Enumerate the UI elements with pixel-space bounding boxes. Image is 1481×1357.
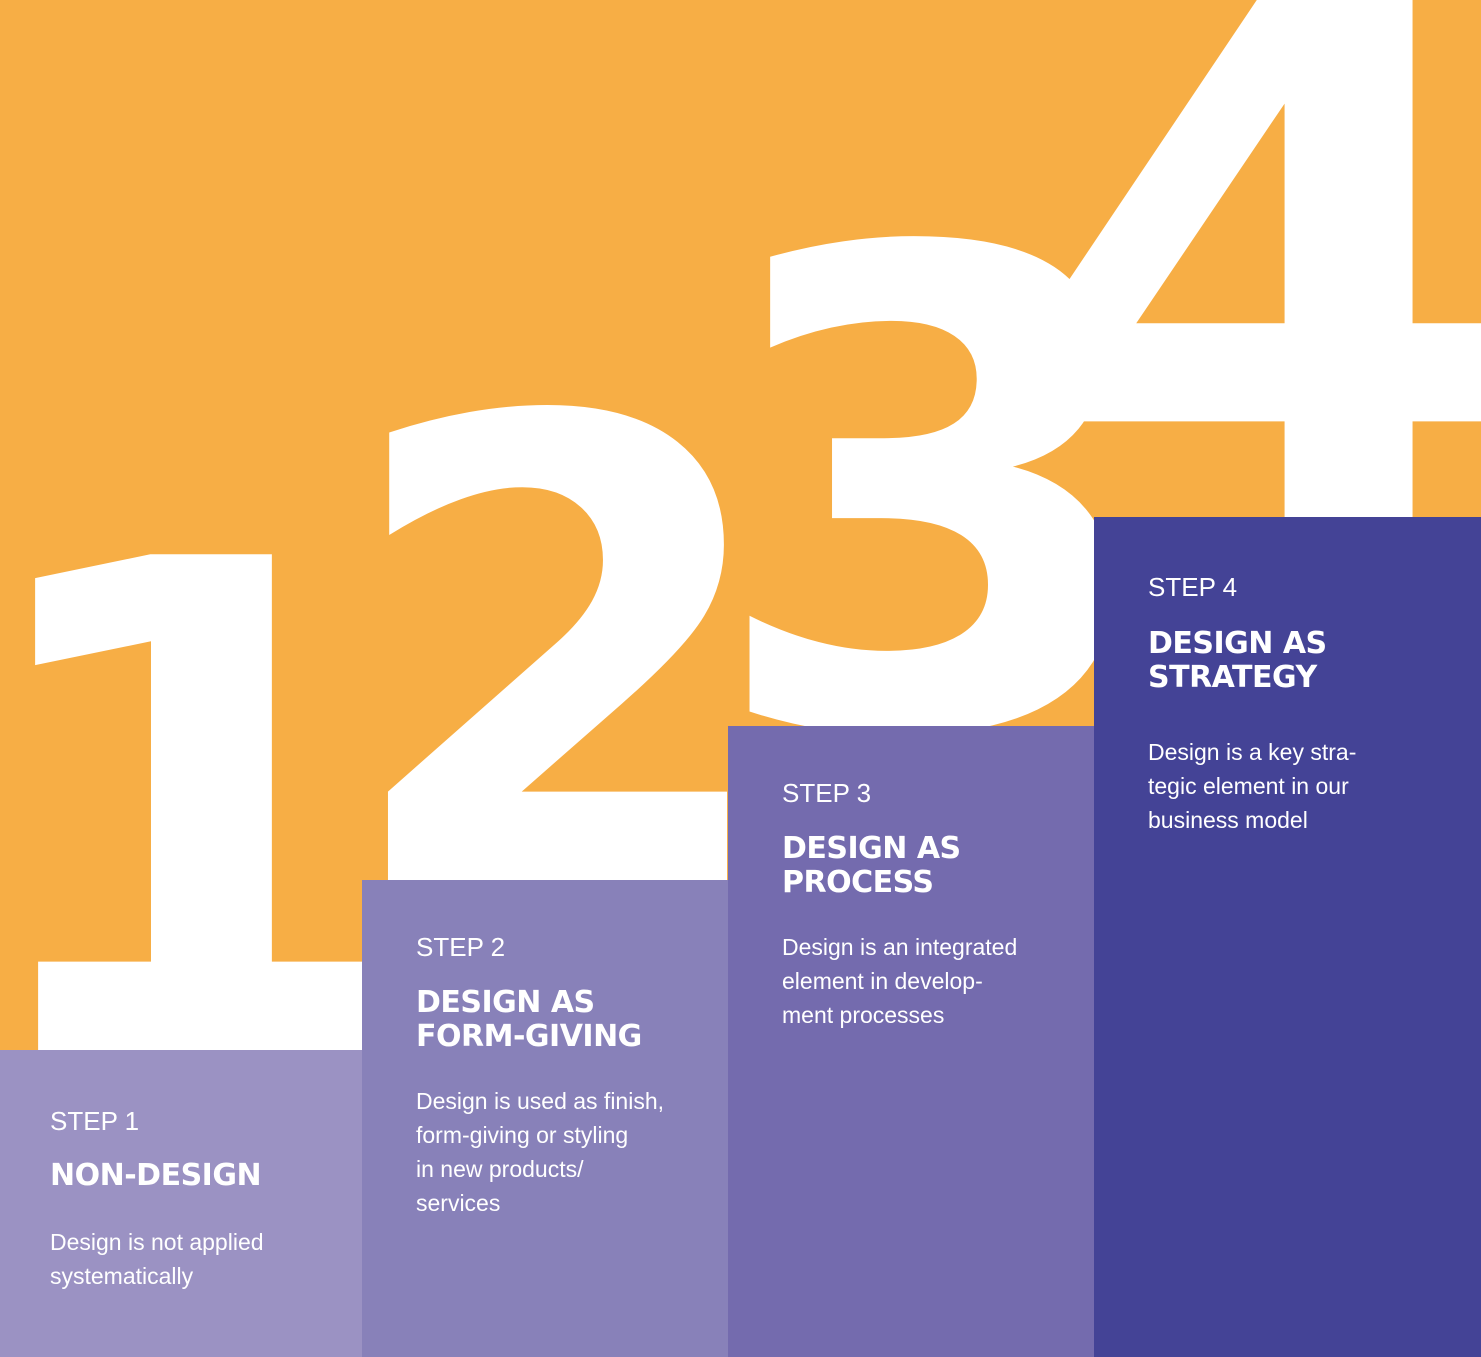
step-3-title: DESIGN AS PROCESS [782,831,961,900]
step-3-block: STEP 3 DESIGN AS PROCESS Design is an in… [728,726,1094,1357]
step-2-label: STEP 2 [416,932,506,962]
step-1-description: Design is not applied systematically [50,1229,264,1289]
step-1-title: NON-DESIGN [50,1158,262,1193]
step-1-block: STEP 1 NON-DESIGN Design is not applied … [0,1050,362,1357]
step-4-description: Design is a key stra- tegic element in o… [1148,739,1357,833]
step-4-label: STEP 4 [1148,572,1238,602]
step-1-label: STEP 1 [50,1106,140,1136]
step-4-title: DESIGN AS STRATEGY [1148,626,1327,695]
step-4-block: STEP 4 DESIGN AS STRATEGY Design is a ke… [1094,517,1481,1357]
step-3-description: Design is an integrated element in devel… [782,934,1018,1028]
step-2-description: Design is used as finish, form-giving or… [416,1088,665,1216]
step-2-title: DESIGN AS FORM-GIVING [416,985,642,1054]
step-2-block: STEP 2 DESIGN AS FORM-GIVING Design is u… [362,880,728,1357]
step-3-label: STEP 3 [782,778,872,808]
